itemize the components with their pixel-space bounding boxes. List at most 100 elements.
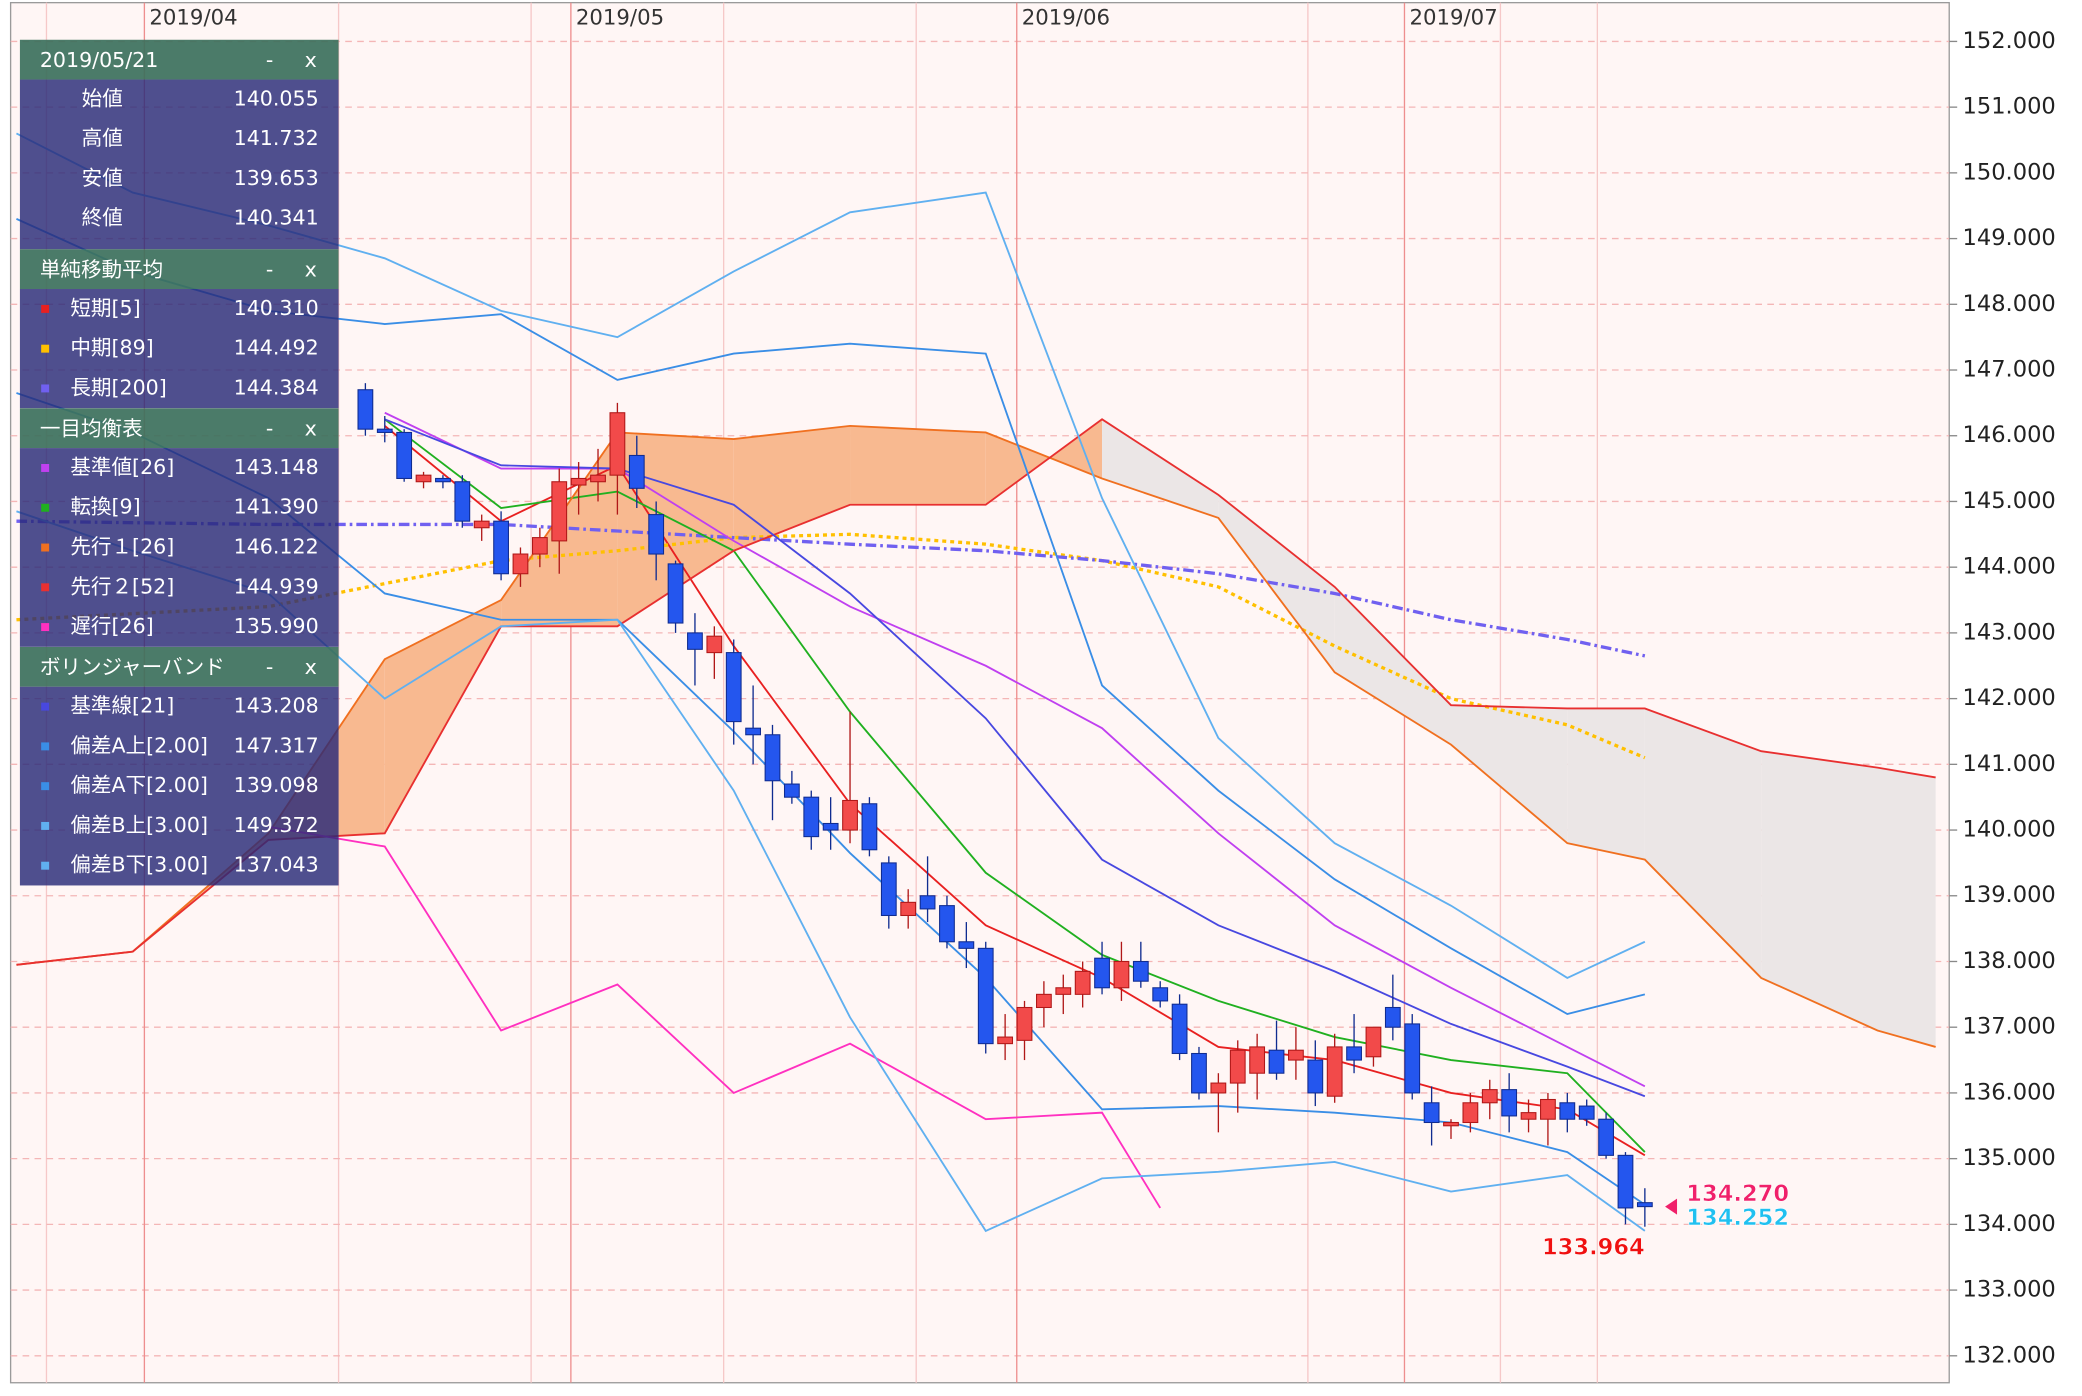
panel-minimize[interactable]: - [266,48,273,72]
candle-body [803,796,820,838]
panel-close[interactable]: x [305,655,317,679]
cloud [1102,419,1219,518]
y-tick-label: 132.000 [1962,1342,2055,1368]
panel-minimize[interactable]: - [266,417,273,441]
panel-close[interactable]: x [305,257,317,281]
panel-minimize[interactable]: - [266,257,273,281]
cloud [1451,705,1568,844]
candle-body [919,895,936,910]
candle-body [1404,1023,1421,1094]
candle-body [687,632,703,650]
panel-close[interactable]: x [305,417,317,441]
candle-body [590,474,606,483]
legend-label: 転換[9] [70,495,140,519]
cloud [1877,767,1936,1047]
panel-header [19,249,339,290]
ohlc-label: 高値 [82,126,123,150]
x-tick-label: 2019/04 [149,6,237,31]
candle-body [1268,1049,1285,1074]
legend-value: 146.122 [234,535,319,559]
price-label: 133.964 [1542,1234,1645,1260]
candle-body [376,428,393,433]
y-tick-label: 140.000 [1962,817,2055,843]
week-lines [45,2,1599,1383]
ohlc-value: 139.653 [234,166,319,190]
candle-body [1443,1121,1459,1127]
candle-body [667,563,684,624]
legend-label: 偏差A下[2.00] [70,773,208,797]
candle-body [900,901,917,917]
legend-value: 137.043 [234,853,319,877]
candle-body [1481,1089,1498,1104]
candle-body [454,481,471,522]
y-tick-label: 136.000 [1962,1079,2055,1105]
legend-swatch [41,742,50,751]
panel-body [19,289,339,409]
candle-body [357,389,374,430]
info-panel: 2019/05/21 - x 始値 140.055 高値 141.732 安値 139.653 終… [19,39,339,886]
candle-body [1035,993,1052,1009]
legend-value: 143.208 [234,694,319,718]
candle-body [1307,1059,1324,1094]
y-tick-label: 150.000 [1962,159,2055,185]
panel-minimize[interactable]: - [266,655,273,679]
candle-body [1462,1102,1479,1124]
x-tick-label: 2019/06 [1022,6,1110,31]
legend-label: 先行２[52] [70,574,174,598]
y-tick-label: 148.000 [1962,291,2055,317]
legend-swatch [41,861,50,870]
legend-swatch [41,464,50,472]
panel-header [19,39,339,80]
candle-body [473,520,490,529]
cloud [850,425,986,505]
legend-swatch [41,702,50,711]
legend-label: 中期[89] [70,336,153,360]
candle-body [1598,1118,1614,1156]
panel-title: ボリンジャーバンド [40,655,225,679]
ohlc-label: 終値 [82,206,123,230]
y-tick-label: 134.000 [1962,1211,2055,1237]
y-tick-label: 141.000 [1962,751,2055,777]
candle-body [880,862,897,917]
candle-body [1559,1102,1576,1120]
indicator-line [16,424,1936,1048]
y-tick-label: 145.000 [1962,488,2055,514]
candle-body [1113,960,1130,989]
candle-body [822,822,839,831]
y-tick-label: 144.000 [1962,554,2055,580]
candle-body [1423,1102,1440,1124]
candle-body [1636,1202,1653,1208]
ohlc-value: 141.732 [234,126,319,150]
legend-label: 先行１[26] [70,535,174,559]
price-label: 134.252 [1686,1205,1789,1231]
panel-body [19,686,339,886]
legend-swatch [41,384,50,393]
legend-swatch [41,344,50,353]
panel-title: 単純移動平均 [40,257,163,281]
legend-swatch [41,304,50,313]
y-tick-label: 152.000 [1962,28,2055,54]
candle-body [1540,1098,1556,1120]
legend-label: 基準線[21] [70,694,174,718]
legend-value: 144.384 [234,375,319,399]
y-tick-label: 135.000 [1962,1145,2055,1171]
candle-body [1191,1052,1207,1094]
candle-body [1288,1049,1304,1061]
cloud [617,432,734,627]
candle-body [1132,960,1149,982]
legend-value: 143.148 [234,455,319,479]
price-label: 134.270 [1686,1181,1789,1207]
candle-body [725,652,742,723]
candle-body [764,734,781,782]
panel-close[interactable]: x [305,48,317,72]
candle-body [1094,957,1110,989]
legend-value: 149.372 [234,813,319,837]
y-tick-label: 146.000 [1962,422,2055,448]
legend-label: 偏差B上[3.00] [70,813,208,837]
candle-body [531,537,548,555]
panel-body [19,448,339,647]
candle-body [512,553,529,575]
candle-body [706,635,723,654]
candle-body [939,905,955,943]
plot [10,2,1950,1383]
